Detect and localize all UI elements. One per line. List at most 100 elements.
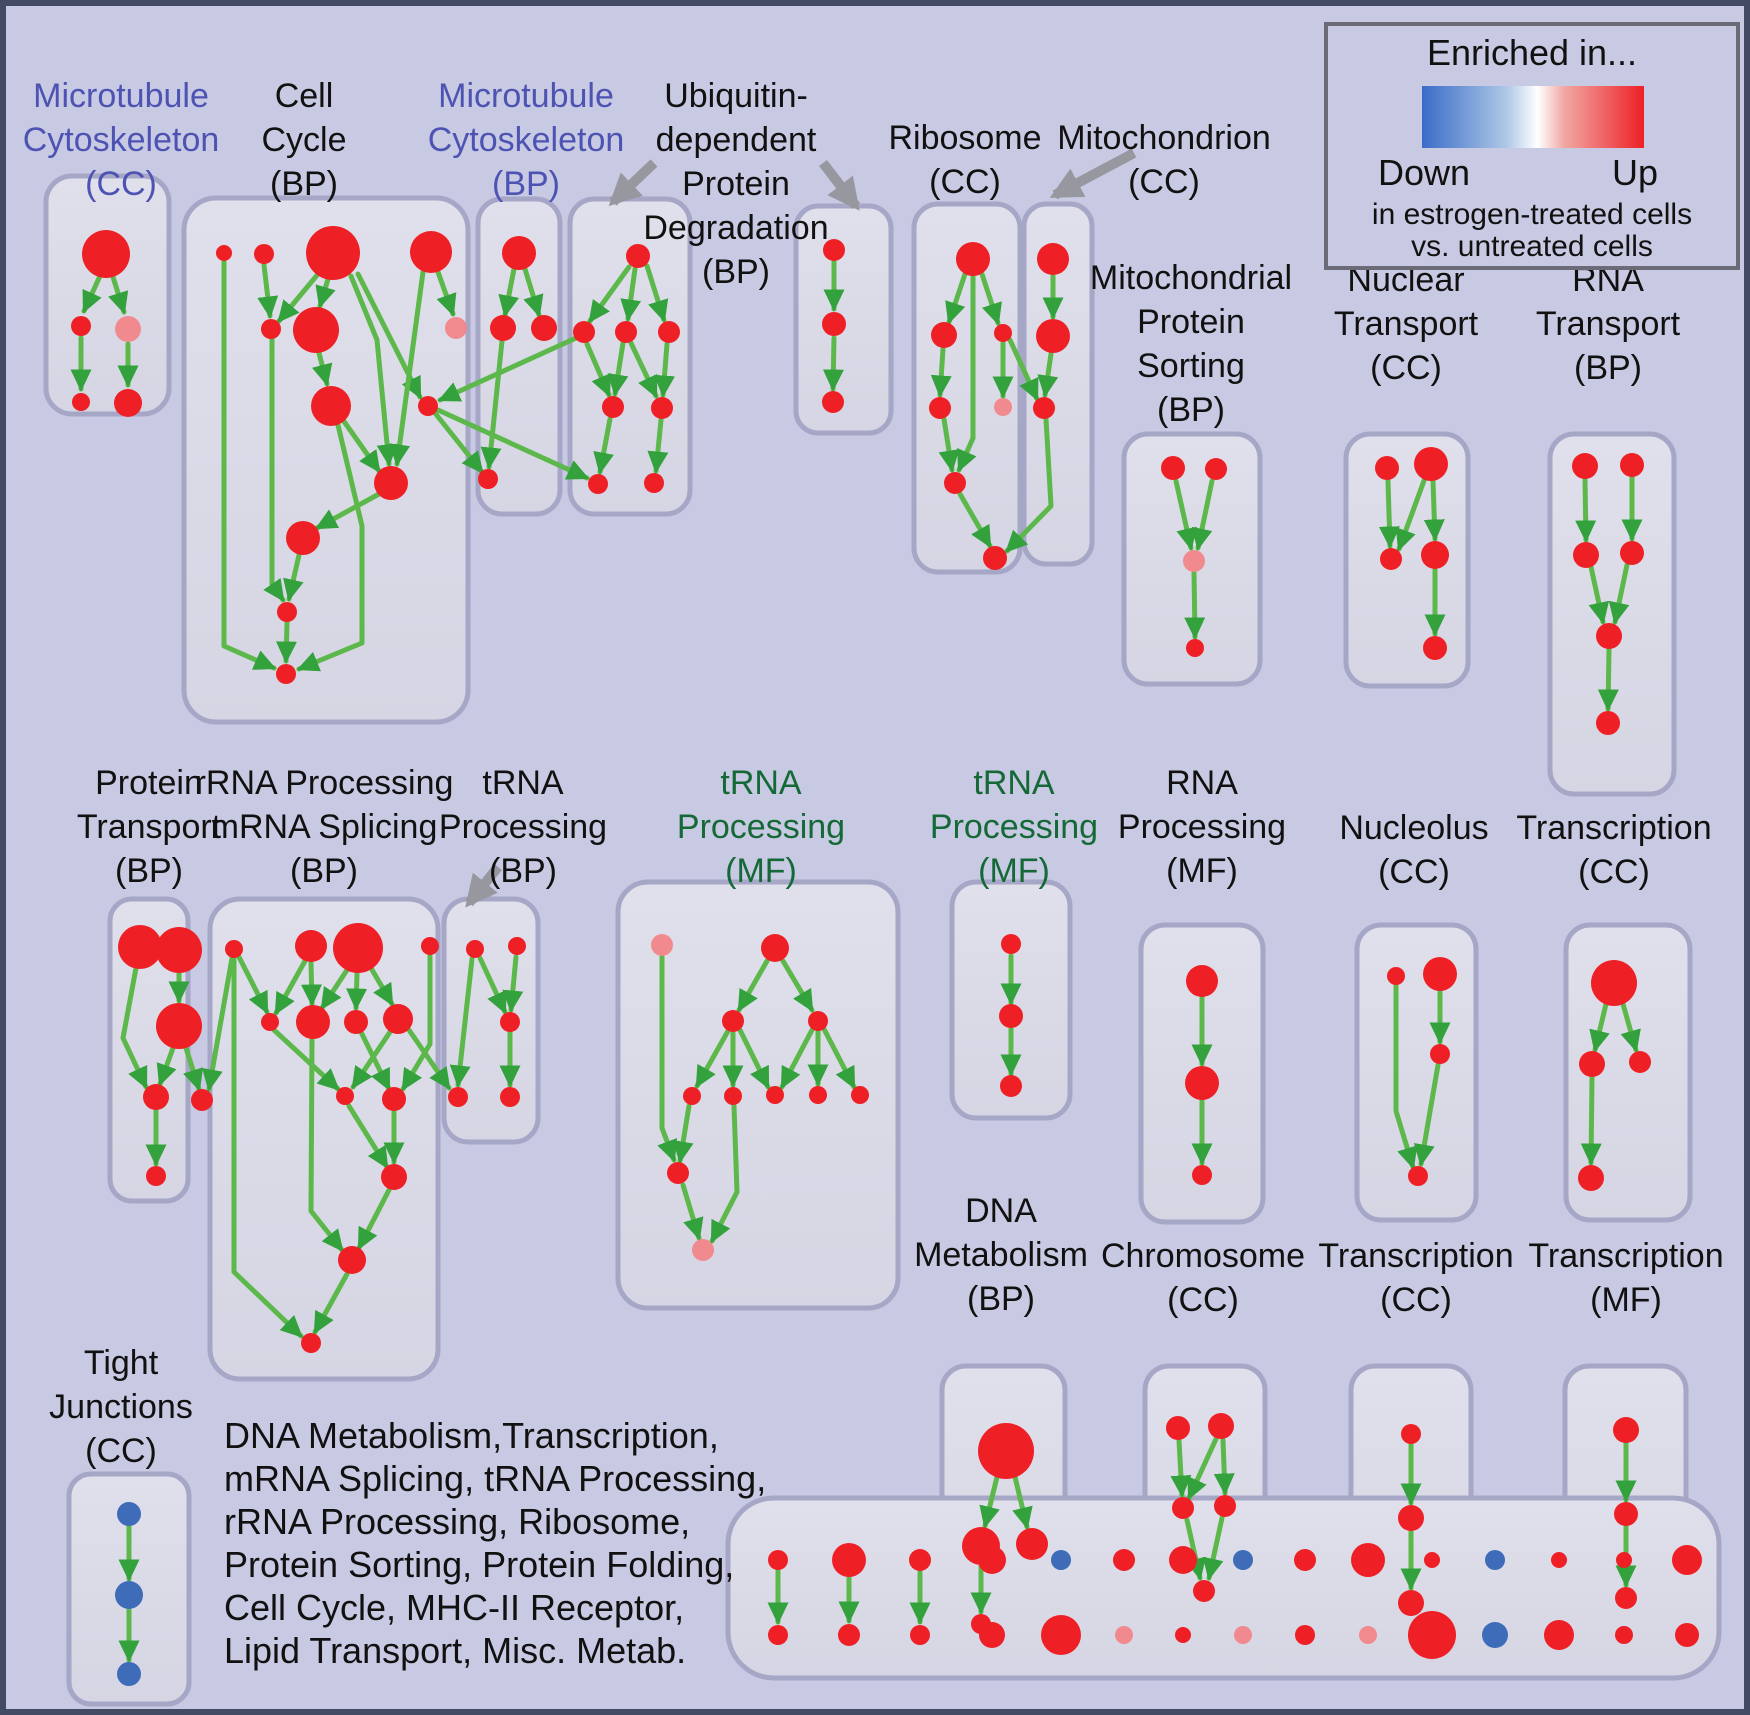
- go-term-node: [1186, 965, 1218, 997]
- edge-arrow: [477, 955, 508, 1015]
- edge-arrow: [368, 965, 395, 1007]
- go-term-node: [978, 1546, 1006, 1574]
- edge-arrow: [437, 335, 579, 403]
- go-term-node: [410, 231, 452, 273]
- go-term-node: [216, 245, 232, 261]
- edge-arrow: [737, 1027, 771, 1090]
- edge-arrow: [406, 1027, 452, 1091]
- edge-arrow: [346, 1103, 390, 1170]
- legend-down-label: Down: [1377, 152, 1471, 193]
- go-term-node: [1423, 957, 1457, 991]
- go-term-node: [1000, 1075, 1022, 1097]
- edge-arrow: [202, 955, 235, 1092]
- go-term-node: [615, 321, 637, 343]
- label-chromosome: Chromosome (CC): [1100, 1237, 1306, 1319]
- edge-arrow: [930, 346, 952, 398]
- go-term-node: [1036, 319, 1070, 353]
- edge-arrow: [319, 967, 350, 1011]
- edge-arrow: [432, 410, 485, 475]
- go-term-node: [500, 1087, 520, 1107]
- go-term-node: [336, 1087, 354, 1105]
- cluster-rna-transport: [1547, 431, 1677, 797]
- label-transcription-cc-1: Transcription (CC): [1516, 809, 1712, 891]
- edge-arrow: [822, 335, 844, 392]
- edge-arrow: [183, 1045, 204, 1092]
- go-term-node: [311, 386, 351, 426]
- edge-arrow: [273, 958, 308, 1016]
- go-term-node: [1351, 1543, 1385, 1577]
- edge-arrow: [647, 417, 669, 474]
- go-term-node: [466, 940, 484, 958]
- legend-up-label: Up: [1611, 152, 1659, 193]
- go-term-node: [1629, 1051, 1651, 1073]
- label-rrna-mrna: rRNA Processing mRNA Splicing (BP): [194, 764, 454, 890]
- edge-arrow: [957, 491, 993, 549]
- edge-arrow: [644, 263, 669, 323]
- edge-arrow: [620, 266, 642, 322]
- edge-arrow: [1173, 478, 1197, 551]
- edge-arrow: [657, 954, 677, 1163]
- label-cell-cycle: Cell Cycle (BP): [261, 77, 347, 203]
- edge-arrow: [502, 954, 524, 1013]
- edge-arrow: [607, 340, 629, 397]
- go-term-node: [381, 1164, 407, 1190]
- edge-arrow: [956, 274, 977, 473]
- go-term-node: [143, 1084, 169, 1110]
- go-term-node: [651, 397, 673, 419]
- edge-arrow: [120, 965, 149, 1090]
- legend-subtitle-1: in estrogen-treated cells: [1371, 198, 1693, 231]
- go-term-node: [626, 244, 650, 268]
- go-term-node: [1579, 1051, 1605, 1077]
- edge-arrow: [979, 1474, 1000, 1529]
- cluster-nuclear-transport: [1343, 431, 1471, 689]
- go-term-node: [1578, 1165, 1604, 1191]
- edge-arrow: [350, 1029, 393, 1090]
- go-term-node: [1551, 1552, 1567, 1568]
- go-term-node: [1172, 1497, 1194, 1519]
- go-term-node: [822, 391, 844, 413]
- go-term-node: [1596, 623, 1622, 649]
- go-term-node: [531, 315, 557, 341]
- go-term-node: [1294, 1549, 1316, 1571]
- edge-arrow: [283, 552, 304, 602]
- label-rna-transport: RNA Transport (BP): [1535, 261, 1681, 387]
- go-term-node: [766, 1086, 784, 1104]
- go-term-node: [929, 397, 951, 419]
- edge-arrow: [1037, 351, 1059, 398]
- label-tight-junctions: Tight Junctions (CC): [49, 1344, 193, 1470]
- go-term-node: [994, 398, 1012, 416]
- go-term-node: [1205, 458, 1227, 480]
- go-term-node: [115, 1581, 143, 1609]
- legend-gradient-bar: [1422, 86, 1644, 148]
- go-term-node: [1620, 541, 1644, 565]
- go-term-node: [1359, 1626, 1377, 1644]
- go-term-node: [1401, 1424, 1421, 1444]
- edge-arrow: [593, 416, 614, 475]
- go-term-node: [1186, 639, 1204, 657]
- go-term-node: [418, 396, 438, 416]
- go-term-node: [382, 1087, 406, 1111]
- go-term-node: [277, 602, 297, 622]
- go-term-node: [1424, 1552, 1440, 1568]
- edge-arrow: [779, 1027, 815, 1090]
- go-term-node: [115, 316, 141, 342]
- label-protein-transport: Protein Transport (BP): [76, 764, 222, 890]
- callout-arrow: [819, 159, 860, 211]
- edge-arrow: [314, 491, 382, 531]
- edge-arrow: [348, 273, 398, 467]
- go-term-node: [956, 242, 990, 276]
- edge-arrow: [1170, 1438, 1192, 1498]
- cluster-nucleolus: [1354, 922, 1479, 1223]
- edge-arrow: [1413, 1062, 1441, 1167]
- go-term-node: [910, 1625, 930, 1645]
- cluster-group-note: DNA Metabolism,Transcription, mRNA Splic…: [224, 1415, 767, 1671]
- label-mito-protein-sorting: Mitochondrial Protein Sorting (BP): [1089, 259, 1293, 429]
- edge-arrow: [1213, 1437, 1235, 1496]
- edge-arrow: [236, 954, 270, 1015]
- edge-arrow: [346, 971, 368, 1011]
- go-term-node: [602, 396, 624, 418]
- edge-arrow: [979, 271, 1002, 326]
- edge-arrow: [276, 620, 298, 664]
- go-term-node: [445, 317, 467, 339]
- go-term-node: [448, 1087, 468, 1107]
